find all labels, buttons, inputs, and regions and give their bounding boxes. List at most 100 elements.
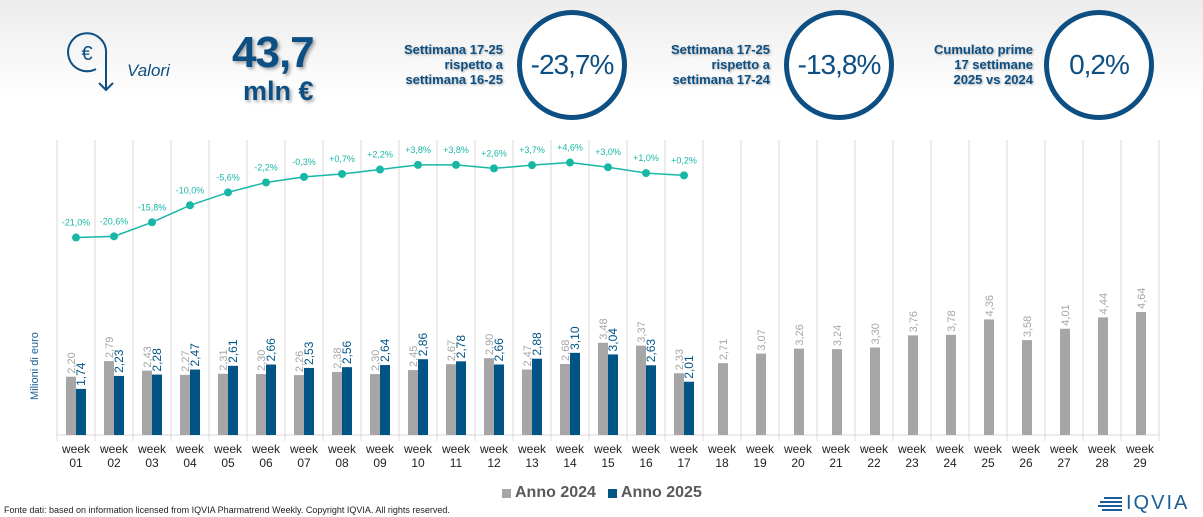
x-tick-label: 18 [715, 456, 729, 470]
cumulative-label: -0,3% [292, 157, 316, 167]
legend-swatch-2024 [502, 488, 511, 498]
x-tick-label: 24 [943, 456, 957, 470]
x-tick-label: week [251, 442, 281, 456]
cumulative-label: +4,6% [557, 143, 583, 153]
bar-2025 [266, 364, 276, 435]
bar-2024 [832, 349, 842, 435]
bar-2024 [66, 376, 76, 435]
data-label-2024: 2,26 [294, 351, 306, 372]
x-tick-label: week [403, 442, 433, 456]
data-label-2024: 4,36 [984, 295, 996, 316]
x-tick-label: 28 [1095, 456, 1109, 470]
data-label-2024: 2,43 [142, 346, 154, 367]
total-unit: mln € [243, 76, 314, 106]
cumulative-label: +3,8% [405, 145, 431, 155]
source-note: Fonte dati: based on information license… [4, 505, 450, 515]
kpi-weekly-circle: -23,7% [517, 10, 627, 120]
data-label-2025: 2,61 [226, 339, 240, 363]
cumulative-label: -10,0% [176, 185, 205, 195]
iqvia-logo-icon [1098, 496, 1122, 511]
cumulative-label: -21,0% [62, 218, 91, 228]
x-tick-label: 16 [639, 456, 653, 470]
data-label-2025: 2,01 [682, 355, 696, 379]
cumulative-label: +0,2% [671, 155, 697, 165]
kpi-cumulative-label: Cumulato prime 17 settimane 2025 vs 2024 [934, 42, 1033, 87]
data-label-2024: 2,68 [560, 340, 572, 361]
x-tick-label: 23 [905, 456, 919, 470]
bar-2024 [408, 370, 418, 435]
cumulative-point [490, 164, 498, 173]
x-tick-label: 19 [753, 456, 767, 470]
legend-swatch-2025 [607, 488, 617, 498]
cumulative-label: -5,6% [216, 172, 240, 182]
x-tick-label: 01 [69, 456, 83, 470]
bar-2025 [190, 369, 200, 435]
x-tick-label: week [479, 442, 509, 456]
x-tick-label: week [783, 442, 813, 456]
data-label-2024: 2,71 [718, 339, 730, 360]
cumulative-label: -15,8% [138, 202, 167, 212]
data-label-2025: 2,88 [530, 332, 544, 356]
cumulative-point [528, 161, 536, 170]
x-tick-label: week [327, 442, 357, 456]
x-tick-label: 09 [373, 456, 387, 470]
data-label-2025: 2,56 [340, 340, 354, 364]
x-tick-label: 03 [145, 456, 159, 470]
bar-2024 [946, 334, 956, 435]
bar-2025 [380, 365, 390, 435]
legend: Anno 2024 Anno 2025 [502, 484, 702, 502]
x-tick-label: week [137, 442, 167, 456]
bar-2024 [180, 374, 190, 435]
bar-2024 [908, 335, 918, 435]
x-tick-label: week [1011, 442, 1041, 456]
cumulative-point [224, 188, 232, 197]
bar-2024 [104, 361, 114, 435]
cumulative-label: +2,2% [367, 150, 393, 160]
bar-2025 [76, 388, 86, 435]
data-label-2024: 2,45 [408, 346, 420, 367]
cumulative-point [604, 163, 612, 172]
bar-2025 [684, 381, 694, 435]
bar-2024 [870, 347, 880, 435]
data-label-2025: 2,53 [302, 341, 316, 365]
x-tick-label: week [99, 442, 129, 456]
data-label-2024: 4,44 [1098, 293, 1110, 314]
bar-2025 [570, 352, 580, 435]
cumulative-point [300, 172, 308, 181]
x-tick-label: week [631, 442, 661, 456]
bar-2024 [560, 363, 570, 435]
data-label-2024: 2,79 [104, 337, 116, 358]
x-tick-label: week [897, 442, 927, 456]
data-label-2024: 2,20 [66, 352, 78, 373]
x-tick-label: week [745, 442, 775, 456]
data-label-2024: 4,01 [1060, 304, 1072, 325]
x-tick-label: 25 [981, 456, 995, 470]
bar-2024 [1136, 312, 1146, 435]
bar-2024 [294, 375, 304, 435]
x-tick-label: 11 [450, 456, 463, 470]
bar-2024 [332, 371, 342, 435]
x-tick-label: 26 [1019, 456, 1033, 470]
x-tick-label: week [973, 442, 1003, 456]
cumulative-point [110, 232, 118, 241]
svg-text:€: € [81, 43, 92, 65]
bar-2024 [674, 373, 684, 435]
cumulative-label: -2,2% [254, 162, 278, 172]
x-tick-label: 07 [297, 456, 311, 470]
bar-2025 [114, 375, 124, 435]
data-label-2024: 3,58 [1022, 316, 1034, 337]
x-tick-label: 15 [601, 456, 615, 470]
kpi-weekly-label: Settimana 17-25 rispetto a settimana 16-… [404, 42, 503, 87]
x-tick-label: week [289, 442, 319, 456]
x-tick-label: 14 [563, 456, 577, 470]
cumulative-label: +3,7% [519, 145, 545, 155]
cumulative-point [414, 160, 422, 169]
x-tick-label: 22 [867, 456, 881, 470]
cumulative-point [566, 158, 574, 167]
bar-2024 [218, 373, 228, 435]
cumulative-point [376, 165, 384, 174]
kpi-yoy-circle: -13,8% [784, 10, 894, 120]
x-tick-label: week [213, 442, 243, 456]
cumulative-label: +3,0% [595, 147, 621, 157]
total-value: 43,7 [232, 28, 315, 77]
